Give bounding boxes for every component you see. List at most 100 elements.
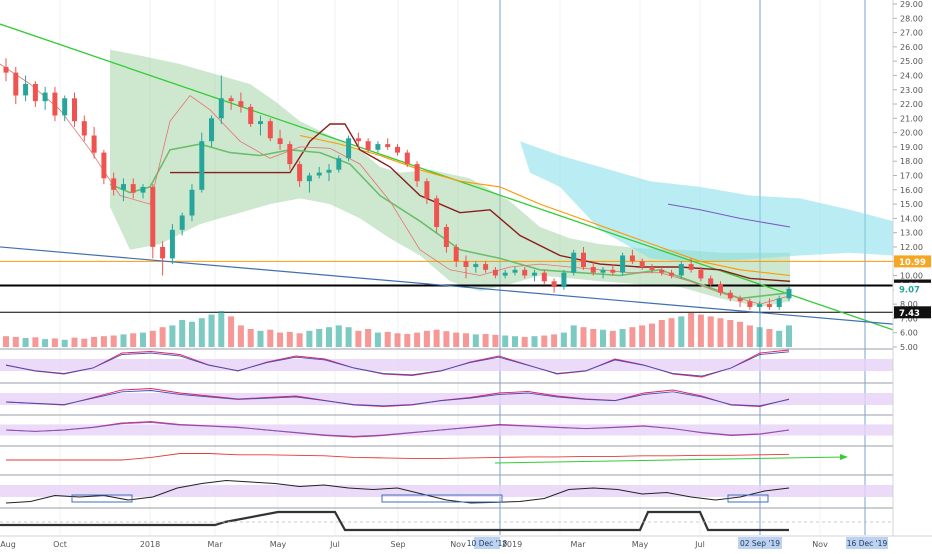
volume-bar [658, 320, 665, 347]
volume-bar [609, 330, 616, 347]
candle-body [228, 98, 234, 102]
candle-body [277, 138, 283, 144]
candle-body [766, 304, 772, 307]
price-tick-label: 21.00 [900, 114, 923, 123]
volume-bar [521, 336, 528, 347]
candle-body [737, 298, 743, 302]
candle-body [757, 304, 763, 307]
volume-bar [130, 333, 137, 347]
price-label-badge [894, 306, 931, 319]
volume-bar [228, 316, 235, 347]
volume-bar [776, 330, 783, 347]
price-tick-label: 27.00 [900, 29, 923, 38]
volume-bar [717, 318, 724, 347]
volume-bar [355, 330, 362, 347]
volume-bar [374, 332, 381, 347]
candle-body [355, 138, 361, 142]
volume-bar [326, 327, 332, 347]
candle-body [316, 172, 322, 176]
candle-body [502, 272, 508, 276]
volume-bar [81, 338, 88, 347]
candle-body [718, 284, 723, 293]
time-tick-label: Nov [812, 540, 828, 549]
price-tick-label: 18.00 [900, 157, 923, 166]
volume-bar [3, 336, 9, 347]
volume-bars [3, 311, 792, 347]
candle-body [424, 181, 430, 199]
candle-body [443, 227, 449, 247]
candle-body [336, 158, 342, 170]
volume-bar [42, 339, 49, 347]
time-highlight-badge [846, 537, 888, 549]
candle-body [238, 101, 244, 107]
volume-bar [404, 334, 411, 347]
candlestick-series [3, 58, 792, 313]
volume-bar [345, 327, 352, 347]
volume-bar [61, 339, 68, 347]
price-axis-bg [893, 0, 932, 550]
time-tick-label: Aug [0, 540, 16, 549]
candle-body [669, 272, 674, 276]
price-label-text: 7.43 [899, 309, 920, 319]
volume-bar [541, 335, 548, 347]
candle-body [287, 144, 293, 165]
volume-bar [22, 338, 29, 347]
candle-body [532, 272, 537, 276]
candle-body [483, 264, 489, 270]
candle-body [3, 66, 9, 73]
time-highlight-badge [474, 537, 500, 549]
candle-body [649, 267, 655, 270]
candle-body [395, 146, 400, 153]
volume-bar [208, 314, 215, 347]
volume-bar [198, 318, 205, 347]
adx-box [71, 494, 133, 503]
price-tick-label: 26.00 [900, 43, 923, 52]
time-highlight-text: 02 Sep '19 [740, 539, 780, 548]
volume-bar [551, 334, 558, 347]
time-axis-bg [0, 536, 932, 550]
candle-body [659, 269, 665, 273]
time-tick-label: Sep [390, 540, 405, 549]
candle-body [375, 144, 381, 150]
price-label-badge [894, 282, 931, 295]
candle-body [747, 301, 753, 307]
candle-body [473, 264, 479, 267]
candle-body [169, 229, 175, 259]
price-tick-label: 7.00 [900, 314, 918, 323]
volume-bar [179, 320, 186, 347]
candle-body [541, 272, 547, 282]
volume-bar [71, 337, 78, 347]
volume-bar [384, 331, 391, 347]
volume-bar [335, 325, 342, 347]
price-tick-label: 22.00 [900, 100, 923, 109]
candle-body [434, 198, 440, 227]
price-tick-label: 20.00 [900, 129, 923, 138]
volume-bar [580, 327, 587, 347]
volume-bar [502, 335, 509, 347]
volume-bar [492, 334, 499, 347]
candle-body [111, 178, 117, 190]
volume-bar [149, 330, 156, 347]
volume-bar [423, 330, 430, 347]
candle-body [551, 281, 557, 287]
adx-line [5, 479, 790, 504]
price-label-badge [894, 255, 931, 268]
volume-bar [756, 327, 763, 347]
volume-bar [267, 329, 274, 347]
candle-body [610, 269, 616, 273]
volume-bar [296, 333, 303, 347]
time-tick-label: Jul [329, 540, 340, 549]
time-axis: Aug Oct 2018 Mar May Jul Sep Nov 2019 Mar May Jul No… [0, 535, 932, 550]
adx-box [727, 494, 769, 503]
candle-body [678, 264, 684, 276]
volume-bar [91, 336, 98, 347]
price-tick-label: 17.00 [900, 172, 923, 181]
volume-bar [140, 332, 146, 347]
projection-line-purple [667, 203, 791, 228]
volume-bar [247, 329, 254, 347]
ichimoku-cloud-blue [520, 141, 893, 262]
volume-bar [786, 325, 792, 347]
candle-body [306, 175, 312, 182]
